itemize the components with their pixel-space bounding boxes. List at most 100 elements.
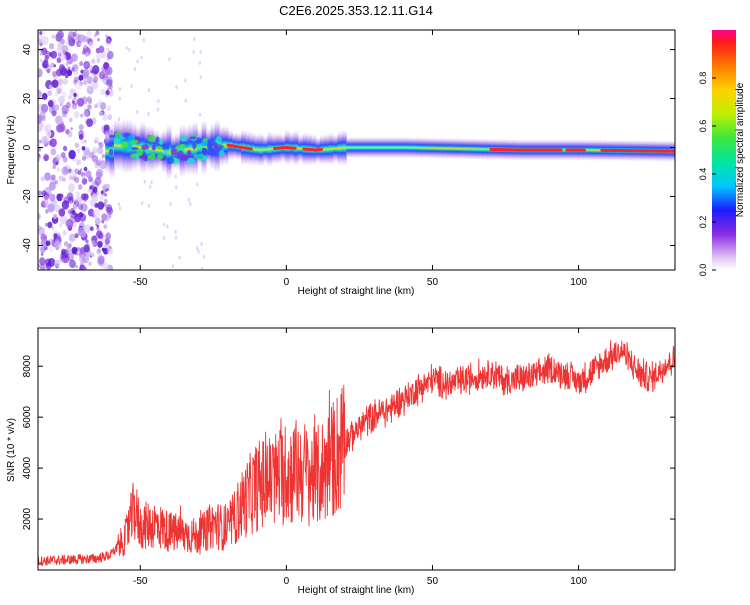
spectrogram-band-slice [416,138,421,159]
spectrogram-speckle [200,242,202,246]
spectrogram-noise-blob [59,223,62,227]
spectrogram-noise-blob [91,58,95,63]
spectrogram-noise-blob [103,187,107,192]
spectrogram-noise-blob [63,254,70,263]
spectrogram-activity-blob [114,138,121,145]
snr-y-tick-label: 8000 [22,355,33,378]
spectrogram-noise-blob [53,233,57,238]
spectrogram-noise-blob [73,93,76,97]
spectrogram-noise-blob [100,89,105,95]
spectrogram-band-slice [447,138,452,159]
spectrogram-noise-blob [59,64,65,72]
spectrogram-noise-blob [104,199,108,204]
spectrogram-noise-blob [82,175,85,179]
colorbar-tick-label: 0.6 [698,120,708,133]
spectrogram-activity-blob [213,147,222,152]
spectrogram-band-slice [259,134,264,166]
spectrogram-activity-blob [215,136,221,144]
spectrogram-noise-blob [60,194,63,198]
spectrogram-noise-blob [83,110,89,117]
spectrogram-noise-blob [68,210,71,214]
spectrogram-speckle [175,185,177,189]
spectrogram-band-slice [267,132,272,166]
colorbar-label: Normalized spectral amplitude [735,82,746,217]
spectrogram-noise-blob [42,190,47,196]
spectrogram-noise-blob [79,255,86,264]
spectrogram-speckle [143,38,145,42]
spectrogram-activity-blob [157,146,162,149]
spectrogram-noise-blob [78,75,83,81]
spectrogram-noise-blob [69,118,73,123]
spectrogram-noise-blob [57,30,64,39]
spectrogram-noise-blob [106,79,112,87]
spectrogram-speckle [125,46,127,50]
spectrogram-noise-blob [52,34,55,38]
spectrogram-activity-blob [148,135,156,142]
spectrogram-speckle [134,67,136,71]
spectrogram-noise-blob [77,250,80,254]
spectrogram-speckle [174,230,176,234]
spectrogram-band-slice [425,138,430,159]
spectrogram-speckle [178,256,180,260]
spectrogram-noise-blob [67,66,70,70]
spectrogram-noise-blob [88,262,92,266]
spectrogram-noise-blob [69,176,72,180]
spectrogram-noise-blob [106,188,108,191]
spectrogram-noise-blob [60,103,63,106]
spectrogram-noise-blob [40,52,43,56]
spectrogram-activity-blob [201,141,208,145]
spectrogram-band-slice [373,137,378,158]
snr-frame [38,328,675,570]
spectrogram-band-slice [342,131,347,165]
spectrogram-speckle [157,107,159,111]
spectrogram-noise-blob [72,247,78,254]
spectrogram-band-slice [377,137,382,158]
spectrogram-band-slice [478,139,483,160]
spectrogram-speckle [166,224,168,228]
figure-title: C2E6.2025.353.12.11.G14 [279,3,433,18]
spectrogram-noise-blob [49,194,55,202]
spectrogram-noise-blob [41,104,48,113]
spectrogram-noise-blob [72,103,77,109]
spectrogram-noise-blob [54,241,61,250]
spectrogram-activity-blob [131,140,139,144]
snr-y-axis-label: SNR (10 * v/v) [6,418,17,482]
spectrogram-y-tick-label: 20 [22,93,33,105]
spectrogram-band-slice [408,137,413,158]
spectrogram-activity-blob [121,141,128,148]
spectrogram-speckle [148,204,150,208]
spectrogram-x-axis-label: Height of straight line (km) [298,286,415,297]
snr-x-tick-label: 50 [427,576,439,587]
spectrogram-band-slice [403,137,408,158]
spectrogram-noise-blob [52,79,59,88]
spectrogram-speckle [169,202,171,206]
spectrogram-activity-blob [202,148,207,155]
spectrogram-activity-blob [189,136,196,139]
spectrogram-band-slice [434,138,439,159]
spectrogram-activity-blob [156,137,160,143]
spectrogram-band-slice [456,138,461,159]
spectrogram-noise-blob [93,187,98,193]
spectrogram-noise-blob [95,177,102,186]
spectrogram-noise-blob [75,81,82,90]
spectrogram-noise-blob [79,265,86,274]
spectrogram-speckle [184,79,186,83]
spectrogram-noise-blob [50,62,54,67]
spectrogram-noise-blob [50,148,56,155]
spectrogram-noise-blob [83,80,87,85]
spectrogram-speckle [203,255,205,259]
spectrogram-band-slice [355,137,360,158]
spectrogram-noise-blob [45,258,51,266]
spectrogram-speckle [200,50,202,54]
spectrogram-noise-blob [42,136,49,144]
spectrogram-noise-blob [75,191,80,197]
spectrogram-speckle [119,206,121,210]
spectrogram-band-slice [114,121,119,171]
spectrogram-noise-blob [63,156,68,162]
spectrogram-noise-blob [48,100,54,107]
spectrogram-speckle [175,236,177,240]
spectrogram-band-slice [451,138,456,159]
spectrogram-speckle [136,59,138,63]
spectrogram-noise-blob [103,262,109,270]
spectrogram-noise-blob [84,63,88,69]
